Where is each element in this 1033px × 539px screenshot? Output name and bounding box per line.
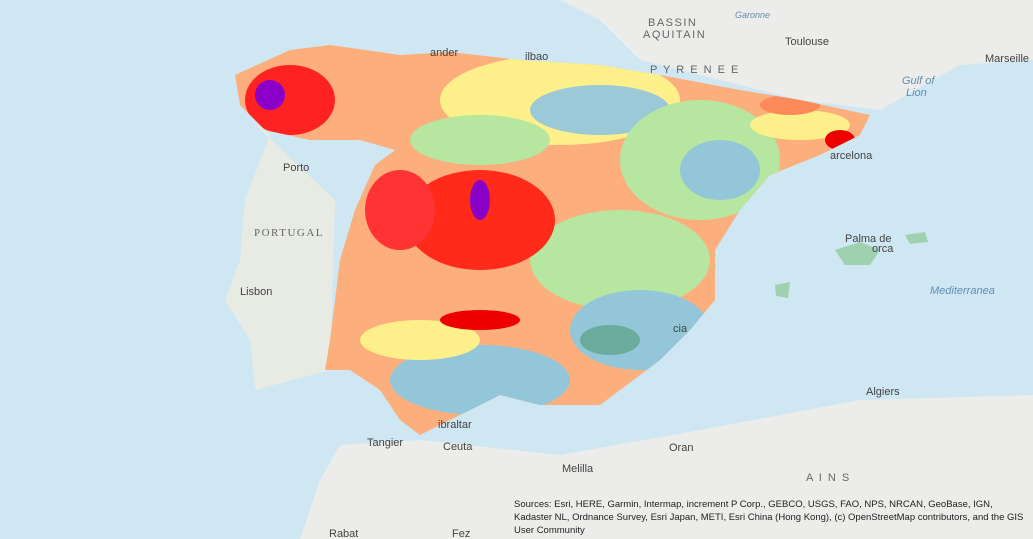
city-label: Oran bbox=[669, 442, 693, 454]
city-label: Porto bbox=[283, 162, 309, 174]
mallorca bbox=[835, 242, 880, 265]
city-label: Fez bbox=[452, 528, 470, 539]
sea-label: Gulf of bbox=[902, 75, 935, 87]
city-label: Rabat bbox=[329, 528, 358, 539]
country-label: PORTUGAL bbox=[254, 227, 324, 239]
ibiza bbox=[775, 282, 790, 298]
region-label: P Y R E N E E bbox=[650, 64, 740, 76]
menorca bbox=[905, 232, 928, 244]
city-label: Tangier bbox=[367, 437, 403, 449]
portugal bbox=[225, 120, 335, 390]
city-label: Marseille bbox=[985, 53, 1029, 65]
city-label: ander bbox=[430, 47, 458, 59]
city-label: Palma de bbox=[845, 233, 891, 245]
river-label: Garonne bbox=[735, 10, 770, 20]
city-label: Lisbon bbox=[240, 286, 272, 298]
africa bbox=[300, 395, 1033, 539]
region-label: BASSIN bbox=[648, 17, 697, 29]
city-label: ibraltar bbox=[438, 419, 472, 431]
city-label: orca bbox=[872, 243, 894, 255]
region-label: A I N S bbox=[806, 472, 851, 484]
region-label: AQUITAIN bbox=[643, 29, 706, 41]
city-label: ilbao bbox=[525, 51, 548, 63]
city-label: Algiers bbox=[866, 386, 900, 398]
sea-label: Mediterranea bbox=[930, 285, 995, 297]
city-label: Melilla bbox=[562, 463, 594, 475]
sea-label: Lion bbox=[906, 87, 927, 99]
city-label: Toulouse bbox=[785, 36, 829, 48]
city-label: Ceuta bbox=[443, 441, 473, 453]
attribution: Sources: Esri, HERE, Garmin, Intermap, i… bbox=[514, 499, 1024, 536]
france bbox=[560, 0, 1033, 110]
city-label: arcelona bbox=[830, 150, 873, 162]
city-label: cia bbox=[673, 323, 688, 335]
